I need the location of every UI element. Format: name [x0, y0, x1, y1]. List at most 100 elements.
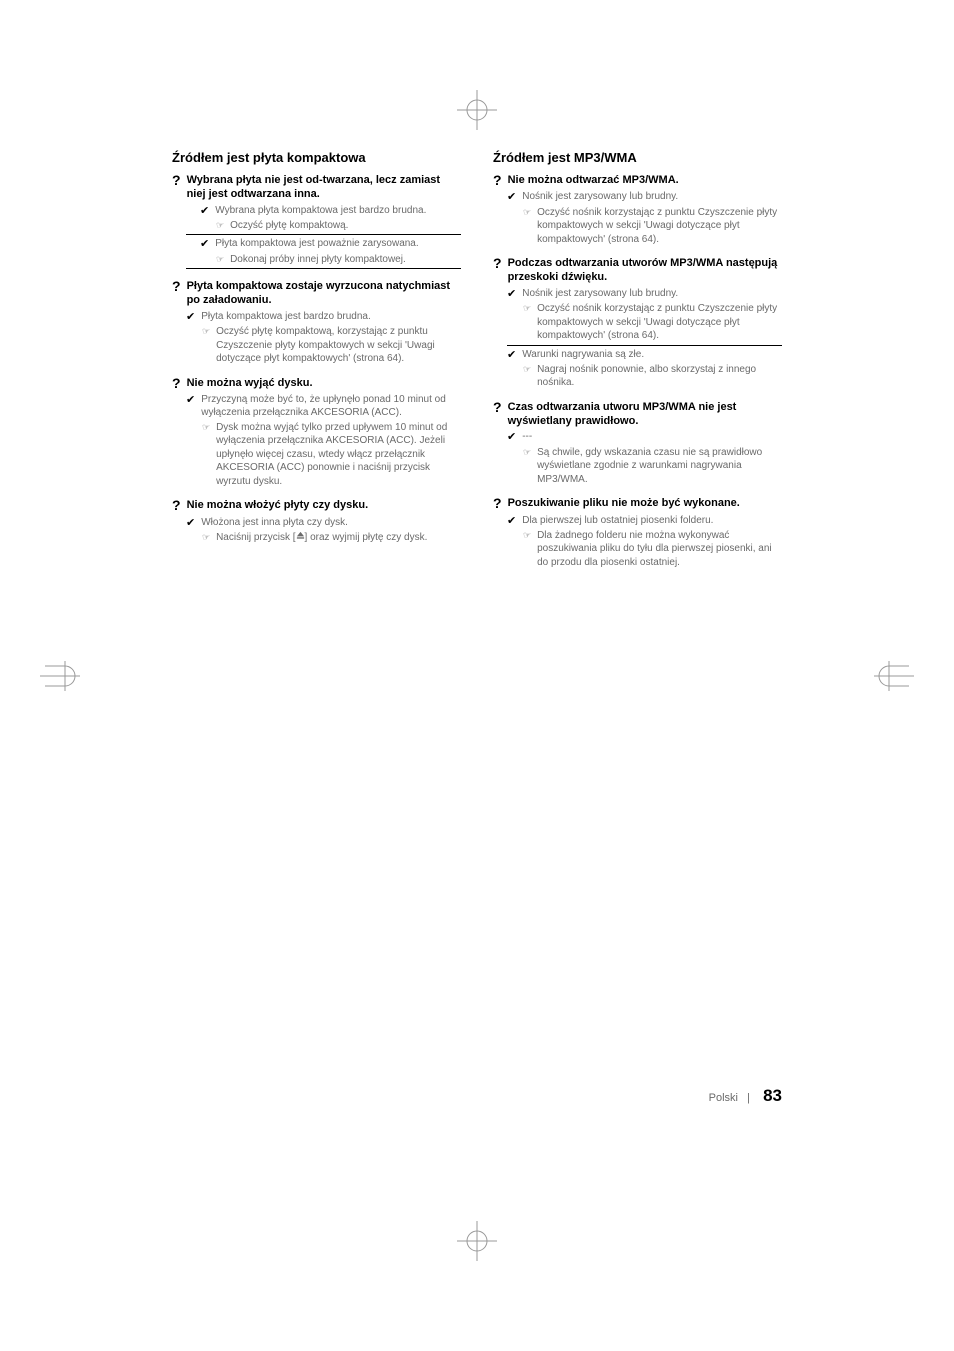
pointer-icon: ☞ — [523, 446, 531, 460]
cause-text: Nośnik jest zarysowany lub brudny. — [522, 190, 678, 204]
cause-group: ✔Włożona jest inna płyta czy dysk.☞ Naciś… — [172, 516, 461, 545]
qa-block: ? Podczas odtwarzania utworów MP3/WMA nas… — [493, 256, 782, 390]
pointer-icon: ☞ — [523, 206, 531, 220]
page-footer: Polski | 83 — [709, 1086, 782, 1106]
cause-line: ✔ Wybrana płyta kompaktowa jest bardzo br… — [186, 204, 461, 218]
pointer-icon: ☞ — [202, 421, 210, 435]
solution-line: ☞ Dla żadnego folderu nie można wykonywać… — [493, 529, 782, 570]
crop-mark-left — [40, 656, 80, 696]
page-content: Źródłem jest płyta kompaktowa?Wybrana pł… — [172, 150, 782, 1041]
pointer-icon: ☞ — [216, 253, 224, 267]
pointer-icon: ☞ — [523, 529, 531, 543]
solution-text: Oczyść nośnik korzystając z punktu Czysz… — [537, 302, 782, 343]
cause-text: Płyta kompaktowa jest poważnie zarysowan… — [215, 237, 418, 251]
divider — [507, 345, 782, 346]
solution-text: Naciśnij przycisk [] oraz wyjmij płytę c… — [216, 531, 427, 545]
cause-group: ✔ Płyta kompaktowa jest bardzo brudna.☞Oc… — [172, 310, 461, 366]
check-icon: ✔ — [507, 514, 516, 528]
cause-text: Nośnik jest zarysowany lub brudny. — [522, 287, 678, 301]
question-mark-icon: ? — [493, 256, 502, 271]
check-icon: ✔ — [186, 310, 195, 324]
question-line: ?Nie można wyjąć dysku. — [172, 376, 461, 391]
cause-text: Włożona jest inna płyta czy dysk. — [201, 516, 348, 530]
qa-block: ?Nie można włożyć płyty czy dysku. ✔Włożo… — [172, 498, 461, 544]
qa-block: ? Płyta kompaktowa zostaje wyrzucona naty… — [172, 279, 461, 365]
pointer-icon: ☞ — [202, 531, 210, 545]
question-mark-icon: ? — [493, 400, 502, 415]
question-line: ?Nie można włożyć płyty czy dysku. — [172, 498, 461, 513]
question-line: ? Płyta kompaktowa zostaje wyrzucona naty… — [172, 279, 461, 308]
question-text: Płyta kompaktowa zostaje wyrzucona natyc… — [187, 279, 461, 308]
crop-mark-right — [874, 656, 914, 696]
qa-block: ?Nie można wyjąć dysku. ✔ Przyczyną może b… — [172, 376, 461, 489]
check-icon: ✔ — [200, 237, 209, 251]
question-text: Czas odtwarzania utworu MP3/WMA nie jest… — [508, 400, 782, 429]
question-line: ? Podczas odtwarzania utworów MP3/WMA nas… — [493, 256, 782, 285]
page-number: 83 — [763, 1086, 782, 1105]
cause-line: ✔ Płyta kompaktowa jest bardzo brudna. — [172, 310, 461, 324]
qa-block: ?Poszukiwanie pliku nie może być wykonan… — [493, 496, 782, 569]
solution-line: ☞Oczyść płytę kompaktową, korzystając z … — [172, 325, 461, 366]
cause-line: ✔Włożona jest inna płyta czy dysk. — [172, 516, 461, 530]
pointer-icon: ☞ — [202, 325, 210, 339]
solution-line: ☞Są chwile, gdy wskazania czasu nie są p… — [493, 446, 782, 487]
cause-group: ✔ Wybrana płyta kompaktowa jest bardzo br… — [186, 204, 461, 236]
solution-text: Dla żadnego folderu nie można wykonywać … — [537, 529, 782, 570]
question-line: ?Poszukiwanie pliku nie może być wykonan… — [493, 496, 782, 511]
solution-text: Dysk można wyjąć tylko przed upływem 10 … — [216, 421, 461, 489]
question-line: ? Czas odtwarzania utworu MP3/WMA nie jes… — [493, 400, 782, 429]
qa-block: ?Nie można odtwarzać MP3/WMA. ✔ Nośnik jes… — [493, 173, 782, 246]
pointer-icon: ☞ — [523, 302, 531, 316]
solution-text: Dokonaj próby innej płyty kompaktowej. — [230, 253, 406, 267]
check-icon: ✔ — [507, 430, 516, 444]
solution-text: Nagraj nośnik ponownie, albo skorzystaj … — [537, 363, 782, 390]
solution-text: Oczyść płytę kompaktową. — [230, 219, 348, 233]
question-mark-icon: ? — [172, 279, 181, 294]
qa-block: ? Czas odtwarzania utworu MP3/WMA nie jes… — [493, 400, 782, 486]
cause-text: Przyczyną może być to, że upłynęło ponad… — [201, 393, 461, 420]
solution-line: ☞ Oczyść nośnik korzystając z punktu Czys… — [493, 302, 782, 343]
solution-line: ☞ Oczyść płytę kompaktową. — [186, 219, 461, 233]
footer-language: Polski — [709, 1092, 738, 1104]
cause-text: Płyta kompaktowa jest bardzo brudna. — [201, 310, 371, 324]
solution-line: ☞ Naciśnij przycisk [] oraz wyjmij płytę … — [172, 531, 461, 545]
cause-line: ✔ Dla pierwszej lub ostatniej piosenki fo… — [493, 514, 782, 528]
cause-text: Wybrana płyta kompaktowa jest bardzo bru… — [215, 204, 426, 218]
cause-line: ✔ Przyczyną może być to, że upłynęło pona… — [172, 393, 461, 420]
check-icon: ✔ — [507, 190, 516, 204]
section-title: Źródłem jest MP3/WMA — [493, 150, 782, 165]
question-mark-icon: ? — [172, 376, 181, 391]
cause-group: ✔ Płyta kompaktowa jest poważnie zarysowa… — [186, 237, 461, 269]
section-title: Źródłem jest płyta kompaktowa — [172, 150, 461, 165]
check-icon: ✔ — [186, 393, 195, 407]
left-column: Źródłem jest płyta kompaktowa?Wybrana pł… — [172, 150, 461, 1041]
question-line: ?Wybrana płyta nie jest od-twarzana, lec… — [172, 173, 461, 202]
cause-line: ✔ Płyta kompaktowa jest poważnie zarysowa… — [186, 237, 461, 251]
check-icon: ✔ — [507, 348, 516, 362]
cause-line: ✔ Warunki nagrywania są złe. — [493, 348, 782, 362]
question-mark-icon: ? — [493, 173, 502, 188]
solution-line: ☞ Dokonaj próby innej płyty kompaktowej. — [186, 253, 461, 267]
right-column: Źródłem jest MP3/WMA ?Nie można odtwarzać… — [493, 150, 782, 1041]
cause-text: Warunki nagrywania są złe. — [522, 348, 644, 362]
crop-mark-bottom — [457, 1221, 497, 1261]
pointer-icon: ☞ — [216, 219, 224, 233]
qa-block: ?Wybrana płyta nie jest od-twarzana, lec… — [172, 173, 461, 269]
question-line: ?Nie można odtwarzać MP3/WMA. — [493, 173, 782, 188]
check-icon: ✔ — [200, 204, 209, 218]
cause-line: ✔ Nośnik jest zarysowany lub brudny. — [493, 190, 782, 204]
solution-line: ☞ Dysk można wyjąć tylko przed upływem 10… — [172, 421, 461, 489]
crop-mark-top — [457, 90, 497, 130]
cause-text: --- — [522, 430, 532, 444]
solution-line: ☞Oczyść nośnik korzystając z punktu Czys… — [493, 206, 782, 247]
question-text: Poszukiwanie pliku nie może być wykonane… — [508, 496, 740, 510]
question-text: Podczas odtwarzania utworów MP3/WMA nast… — [508, 256, 782, 285]
cause-group: ✔ Przyczyną może być to, że upłynęło pona… — [172, 393, 461, 489]
check-icon: ✔ — [507, 287, 516, 301]
question-mark-icon: ? — [172, 498, 181, 513]
cause-text: Dla pierwszej lub ostatniej piosenki fol… — [522, 514, 713, 528]
cause-line: ✔ --- — [493, 430, 782, 444]
pointer-icon: ☞ — [523, 363, 531, 377]
cause-line: ✔ Nośnik jest zarysowany lub brudny. — [493, 287, 782, 301]
solution-line: ☞ Nagraj nośnik ponownie, albo skorzystaj… — [493, 363, 782, 390]
